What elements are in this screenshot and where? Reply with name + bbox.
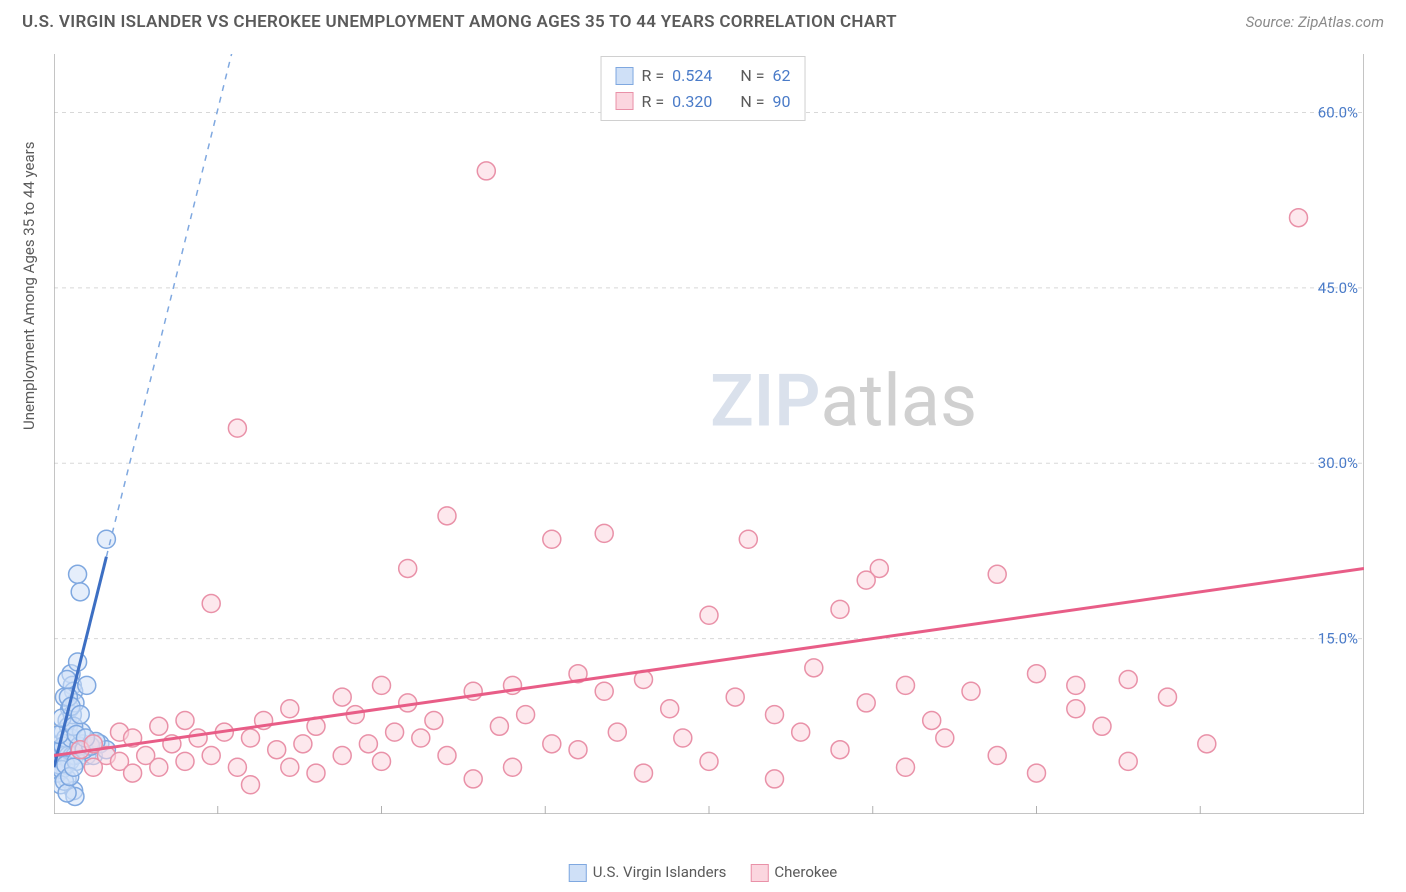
legend-item: Cherokee <box>750 863 837 882</box>
r-label: R = <box>642 63 665 89</box>
legend-swatch <box>569 864 587 882</box>
series-legend: U.S. Virgin Islanders Cherokee <box>569 863 837 882</box>
legend-swatch <box>750 864 768 882</box>
y-axis-label: Unemployment Among Ages 35 to 44 years <box>20 142 38 430</box>
correlation-legend-row: R = 0.524 N = 62 <box>616 63 791 89</box>
chart-source: Source: ZipAtlas.com <box>1246 13 1384 31</box>
n-value: 62 <box>772 63 790 89</box>
svg-text:60.0%: 60.0% <box>1318 103 1358 121</box>
correlation-legend-row: R = 0.320 N = 90 <box>616 89 791 115</box>
legend-swatch <box>616 67 634 85</box>
scatter-plot: 15.0%30.0%45.0%60.0%0.0%100.0% <box>54 54 1364 814</box>
chart-area: 15.0%30.0%45.0%60.0%0.0%100.0% <box>54 54 1364 814</box>
n-value: 90 <box>772 89 790 115</box>
n-label: N = <box>740 89 764 115</box>
r-value: 0.524 <box>672 63 712 89</box>
svg-text:45.0%: 45.0% <box>1318 279 1358 297</box>
legend-item: U.S. Virgin Islanders <box>569 863 727 882</box>
n-label: N = <box>740 63 764 89</box>
legend-swatch <box>616 92 634 110</box>
chart-title: U.S. VIRGIN ISLANDER VS CHEROKEE UNEMPLO… <box>22 12 897 32</box>
svg-text:30.0%: 30.0% <box>1318 454 1358 472</box>
r-label: R = <box>642 89 665 115</box>
svg-text:15.0%: 15.0% <box>1318 630 1358 648</box>
r-value: 0.320 <box>672 89 712 115</box>
correlation-legend: R = 0.524 N = 62 R = 0.320 N = 90 <box>601 56 806 121</box>
chart-header: U.S. VIRGIN ISLANDER VS CHEROKEE UNEMPLO… <box>0 0 1406 40</box>
legend-label: Cherokee <box>774 863 837 881</box>
legend-label: U.S. Virgin Islanders <box>593 863 727 881</box>
